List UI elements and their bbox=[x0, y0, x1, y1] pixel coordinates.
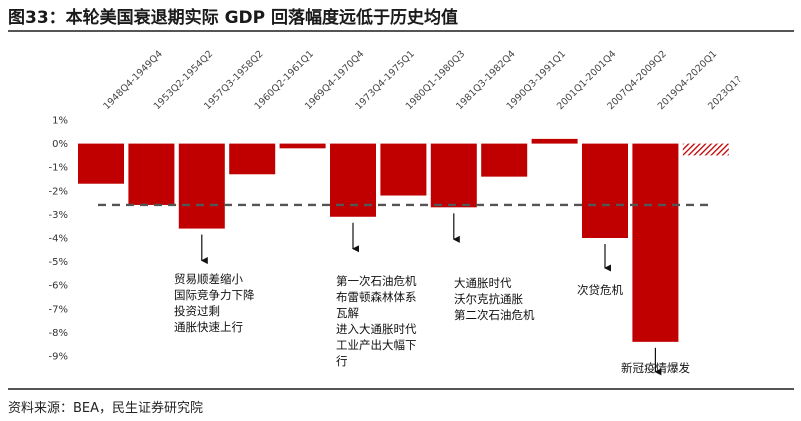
bar-2001Q1-2001Q4 bbox=[531, 138, 578, 144]
annotation-text: 通胀快速上行 bbox=[174, 320, 243, 334]
bar-2007Q4-2009Q2 bbox=[582, 143, 628, 238]
annotation-text: 进入大通胀时代 bbox=[336, 322, 417, 336]
y-tick-label: -1% bbox=[49, 163, 68, 174]
bar-1981Q3-1982Q4 bbox=[430, 143, 477, 208]
annotation-text: 新冠疫情爆发 bbox=[621, 361, 690, 375]
annotation-text: 次贷危机 bbox=[577, 283, 623, 297]
y-tick-label: -3% bbox=[49, 210, 68, 221]
y-tick-label: 1% bbox=[52, 116, 68, 127]
footer-divider bbox=[8, 388, 794, 390]
annotation-text: 布雷顿森林体系 bbox=[336, 290, 417, 304]
bar-series bbox=[78, 138, 729, 342]
y-tick-label: -2% bbox=[49, 186, 68, 197]
y-tick-label: 0% bbox=[52, 139, 68, 150]
y-tick-label: -5% bbox=[49, 257, 68, 268]
source-note: 资料来源：BEA，民生证券研究院 bbox=[8, 401, 204, 416]
y-axis: 1% 0% -1% -2% -3% -4% -5% -6% -7% -8% -9% bbox=[49, 116, 68, 363]
bar-1957Q3-1958Q2 bbox=[178, 143, 225, 229]
annotation-text: 沃尔克抗通胀 bbox=[454, 292, 523, 306]
x-category-label: 2023Q1? bbox=[706, 74, 744, 112]
bar-1980Q1-1980Q3 bbox=[380, 143, 427, 196]
bar-2019Q4-2020Q1 bbox=[632, 143, 679, 342]
bar-1953Q2-1954Q2 bbox=[128, 143, 175, 205]
chart-title: 图33：本轮美国衰退期实际 GDP 回落幅度远低于历史均值 bbox=[8, 8, 459, 28]
annotation-text: 国际竞争力下降 bbox=[174, 288, 255, 302]
bar-2023Q1? bbox=[682, 143, 729, 156]
y-tick-label: -9% bbox=[49, 352, 68, 363]
bar-1960Q2-1961Q1 bbox=[229, 143, 276, 175]
annotation-text: 第一次石油危机 bbox=[336, 274, 417, 288]
bar-1969Q4-1970Q4 bbox=[279, 143, 326, 149]
annotation-text: 大通胀时代 bbox=[454, 276, 512, 290]
x-axis-categories: 1948Q4-1949Q41953Q2-1954Q21957Q3-1958Q21… bbox=[101, 49, 744, 113]
y-tick-label: -8% bbox=[49, 328, 68, 339]
title-divider bbox=[8, 30, 794, 32]
annotation-text: 投资过剩 bbox=[174, 304, 220, 318]
annotation-text: 工业产出大幅下 bbox=[336, 338, 417, 352]
y-tick-label: -6% bbox=[49, 281, 68, 292]
bar-1990Q3-1991Q1 bbox=[481, 143, 528, 177]
annotation-text: 第二次石油危机 bbox=[454, 308, 535, 322]
annotation-text: 贸易顺差缩小 bbox=[174, 272, 243, 286]
annotation-text: 行 bbox=[336, 354, 348, 368]
annotation-text: 瓦解 bbox=[336, 306, 359, 320]
y-tick-label: -4% bbox=[49, 234, 68, 245]
y-tick-label: -7% bbox=[49, 304, 68, 315]
bar-1948Q4-1949Q4 bbox=[78, 143, 124, 184]
